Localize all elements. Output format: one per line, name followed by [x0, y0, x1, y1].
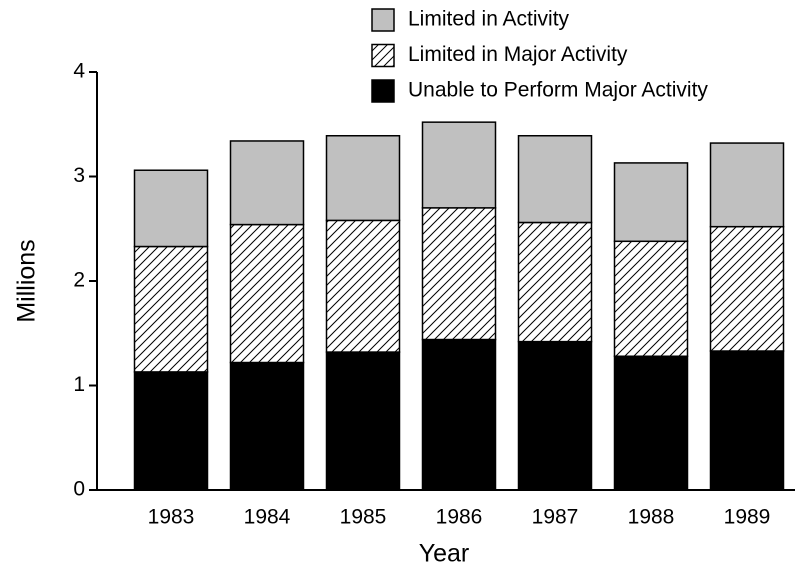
bar-segment — [613, 162, 689, 243]
bar-segment — [517, 134, 593, 224]
x-axis-title: Year — [419, 540, 470, 568]
bar-segment — [421, 207, 497, 341]
x-tick-label: 1989 — [724, 506, 771, 529]
bar-segment — [421, 121, 497, 209]
x-tick-label: 1984 — [244, 506, 291, 529]
x-tick-label: 1983 — [148, 506, 195, 529]
bar-segment — [133, 169, 209, 248]
y-tick-label: 2 — [73, 269, 85, 292]
bar-segment — [133, 371, 209, 491]
bar-segment — [709, 225, 785, 352]
legend-label: Limited in Major Activity — [408, 43, 628, 66]
bar-segment — [133, 245, 209, 373]
x-tick-label: 1987 — [532, 506, 579, 529]
bar-segment — [229, 223, 305, 364]
bar-segment — [709, 142, 785, 228]
y-tick-label: 1 — [73, 373, 85, 396]
legend-label: Unable to Perform Major Activity — [408, 79, 708, 102]
legend-label: Limited in Activity — [408, 8, 570, 31]
bar-segment — [709, 350, 785, 491]
bar-segment — [517, 221, 593, 343]
bar-segment — [325, 351, 401, 491]
bar-segment — [229, 361, 305, 491]
x-tick-label: 1988 — [628, 506, 675, 529]
legend-swatch — [371, 8, 395, 32]
x-tick-label: 1986 — [436, 506, 483, 529]
bar-segment — [325, 134, 401, 222]
bar-segment — [229, 140, 305, 226]
bar-segment — [421, 338, 497, 491]
y-axis-title: Millions — [13, 239, 41, 322]
y-tick-label: 3 — [73, 164, 85, 187]
x-tick-label: 1985 — [340, 506, 387, 529]
y-tick-label: 0 — [73, 478, 85, 501]
bar-segment — [613, 240, 689, 357]
bar-segment — [325, 219, 401, 353]
bar-segment — [613, 355, 689, 491]
bar-segment — [517, 340, 593, 491]
y-tick-label: 4 — [73, 60, 85, 83]
legend-swatch — [371, 79, 395, 103]
legend-swatch — [371, 43, 395, 68]
